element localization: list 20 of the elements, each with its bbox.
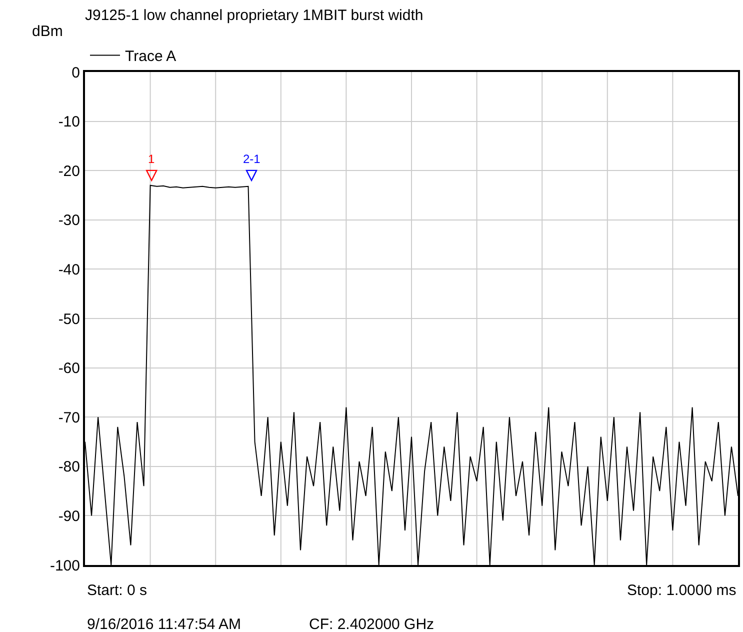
y-axis-title: dBm (32, 23, 63, 40)
y-tick-label: -50 (58, 310, 80, 328)
annotation: 2-1 (243, 152, 261, 166)
text: Start: 0 s (87, 582, 148, 599)
annotation: 1 (148, 152, 155, 166)
y-tick-label: 0 (72, 64, 80, 82)
chart-title: J9125-1 low channel proprietary 1MBIT burst width (85, 6, 424, 24)
y-tick-label: -80 (58, 458, 80, 476)
text: 9/16/2016 11:47:54 AM (87, 616, 242, 632)
y-tick-label: -30 (58, 212, 80, 230)
y-tick-label: -100 (50, 557, 80, 574)
y-tick-label: -90 (58, 508, 80, 525)
y-tick-label: -40 (58, 261, 80, 278)
y-tick-label: -60 (58, 360, 80, 378)
y-tick-label: -20 (58, 162, 80, 180)
text: Stop: 1.0000 ms (627, 582, 736, 599)
legend-label: Trace A (125, 48, 176, 66)
text: CF: 2.402000 GHz (309, 616, 434, 632)
y-tick-label: -70 (58, 409, 80, 426)
y-tick-label: -10 (58, 114, 80, 131)
